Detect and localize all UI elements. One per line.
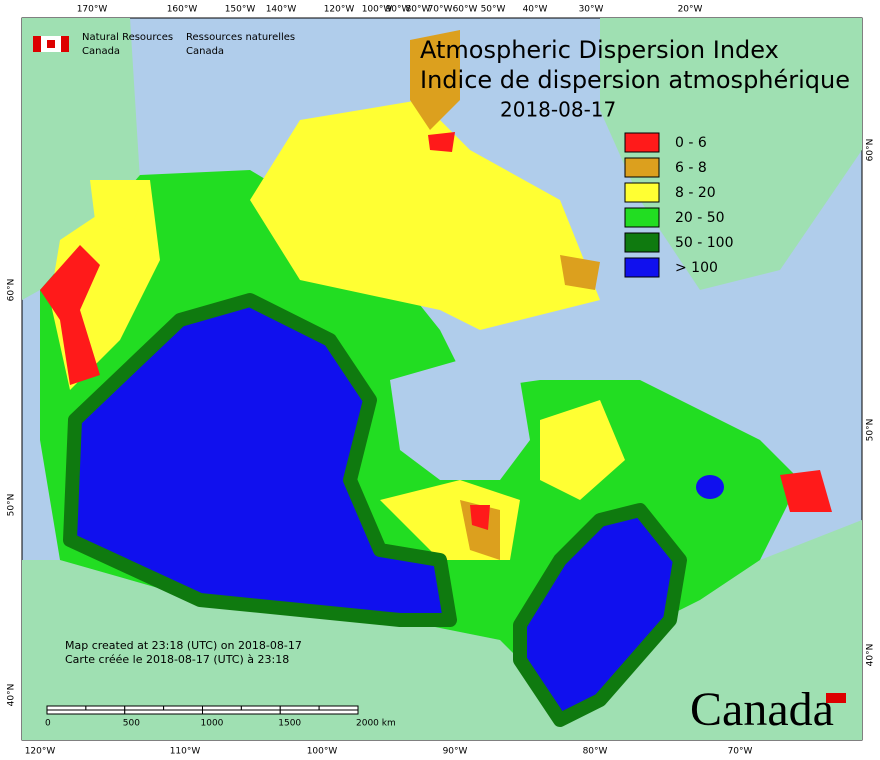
legend-swatch: [624, 232, 660, 253]
lon-label: 20°W: [678, 5, 703, 15]
scale-label: 500: [123, 719, 140, 729]
wordmark: Canada: [690, 683, 834, 736]
lon-label: 100°W: [362, 5, 393, 15]
scale-segment: [85, 705, 126, 711]
scale-segment: [46, 705, 87, 711]
lat-label: 60°N: [866, 139, 876, 162]
legend-swatch: [624, 132, 660, 153]
legend-label: > 100: [675, 260, 718, 276]
lat-label: 50°N: [7, 494, 17, 517]
lon-label: 100°W: [307, 747, 338, 757]
base-land: [22, 18, 862, 740]
scale-segment: [202, 705, 242, 711]
scale-segment: [318, 705, 359, 711]
agency-fr: Ressources naturelles: [186, 32, 295, 43]
scale-segment: [163, 705, 203, 711]
scale-segment: [124, 705, 165, 711]
lon-label: 80°W: [583, 747, 608, 757]
scale-segment: [240, 705, 281, 711]
lon-label: 90°W: [443, 747, 468, 757]
agency-en: Canada: [82, 46, 120, 57]
map-date: 2018-08-17: [500, 98, 616, 122]
wordmark-flag: [826, 693, 846, 703]
scale-bar: [46, 705, 359, 715]
map-title: Atmospheric Dispersion Index: [420, 36, 779, 64]
legend-label: 0 - 6: [675, 135, 707, 151]
map-title: Indice de dispersion atmosphérique: [420, 66, 850, 94]
lat-label: 40°N: [7, 684, 17, 707]
scale-label: 2000 km: [356, 719, 396, 729]
header: [33, 36, 69, 52]
lon-label: 140°W: [266, 5, 297, 15]
legend-label: 8 - 20: [675, 185, 716, 201]
legend-swatch: [624, 157, 660, 178]
lon-label: 60°W: [453, 5, 478, 15]
scale-label: 0: [45, 719, 51, 729]
legend-swatch: [624, 207, 660, 228]
legend: 0 - 6 6 - 8 8 - 20 20 - 50 50 - 100 > 100: [624, 132, 734, 278]
scale-segment: [202, 709, 281, 715]
map-note: Map created at 23:18 (UTC) on 2018-08-17: [65, 639, 302, 652]
agency-en: Natural Resources: [82, 32, 173, 43]
lon-label: 30°W: [579, 5, 604, 15]
legend-label: 50 - 100: [675, 235, 734, 251]
lon-label: 120°W: [25, 747, 56, 757]
scale-segment: [279, 709, 359, 715]
lat-label: 40°N: [866, 644, 876, 667]
lon-label: 120°W: [324, 5, 355, 15]
index-zones: [40, 30, 832, 727]
lon-label: 170°W: [77, 5, 108, 15]
lat-label: 50°N: [866, 419, 876, 442]
scale-label: 1500: [278, 719, 301, 729]
lat-label: 60°N: [7, 279, 17, 302]
legend-swatch: [624, 257, 660, 278]
lon-label: 70°W: [428, 5, 453, 15]
lon-label: 50°W: [481, 5, 506, 15]
scale-label: 1000: [201, 719, 224, 729]
scale-segment: [124, 709, 203, 715]
legend-swatch: [624, 182, 660, 203]
lon-label: 110°W: [170, 747, 201, 757]
legend-label: 6 - 8: [675, 160, 707, 176]
legend-label: 20 - 50: [675, 210, 725, 226]
map-note: Carte créée le 2018-08-17 (UTC) à 23:18: [65, 653, 289, 666]
agency-fr: Canada: [186, 46, 224, 57]
lon-label: 80°W: [406, 5, 431, 15]
lon-label: 40°W: [523, 5, 548, 15]
lon-label: 70°W: [728, 747, 753, 757]
scale-segment: [279, 705, 320, 711]
lon-label: 160°W: [167, 5, 198, 15]
lon-label: 150°W: [225, 5, 256, 15]
scale-segment: [46, 709, 126, 715]
lon-label: 90°W: [386, 5, 411, 15]
